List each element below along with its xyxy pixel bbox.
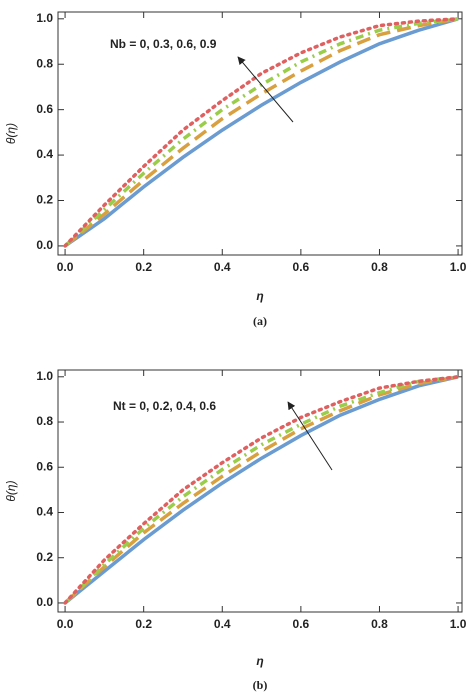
x-tick-label: 1.0 (450, 617, 467, 631)
y-axis-label: θ(η) (4, 123, 18, 144)
y-axis-label: θ(η) (4, 480, 18, 501)
series-line (63, 375, 460, 605)
x-axis-label: η (256, 289, 263, 303)
y-tick-label: 0.8 (36, 56, 53, 70)
arrow (287, 401, 333, 471)
series-line (63, 375, 459, 605)
y-tick-label: 0.0 (36, 238, 53, 252)
x-tick-label: 0.4 (214, 260, 231, 274)
x-axis-label: η (256, 654, 263, 668)
annotation: Nt = 0, 0.2, 0.4, 0.6 (113, 399, 216, 413)
x-tick-label: 0.4 (214, 617, 231, 631)
x-tick-label: 0.2 (135, 617, 152, 631)
plot-frame (57, 369, 463, 613)
arrow (237, 56, 294, 123)
series-line (63, 375, 459, 605)
x-tick-label: 0.6 (293, 260, 310, 274)
y-tick-label: 0.6 (36, 459, 53, 473)
y-tick-label: 0.4 (36, 147, 53, 161)
x-tick-label: 0.8 (371, 260, 388, 274)
x-tick-label: 0.2 (135, 260, 152, 274)
x-tick-label: 0.6 (293, 617, 310, 631)
x-tick-label: 0.8 (371, 617, 388, 631)
annotation: Nb = 0, 0.3, 0.6, 0.9 (110, 37, 217, 51)
y-tick-label: 0.8 (36, 414, 53, 428)
y-tick-label: 0.0 (36, 595, 53, 609)
series-line (63, 17, 460, 248)
panel-label: (a) (253, 314, 267, 328)
series-line (63, 17, 459, 248)
y-tick-label: 0.2 (36, 193, 53, 207)
series-line (63, 17, 459, 248)
panel-label: (b) (253, 678, 268, 692)
plot-frame (57, 11, 463, 256)
y-tick-label: 0.6 (36, 102, 53, 116)
series-line (64, 17, 459, 248)
y-tick-label: 1.0 (36, 369, 53, 383)
y-tick-label: 0.4 (36, 505, 53, 519)
y-tick-label: 1.0 (36, 11, 53, 25)
series-line (63, 375, 459, 605)
x-tick-label: 0.0 (57, 617, 74, 631)
x-tick-label: 0.0 (57, 260, 74, 274)
x-tick-label: 1.0 (450, 260, 467, 274)
y-tick-label: 0.2 (36, 550, 53, 564)
